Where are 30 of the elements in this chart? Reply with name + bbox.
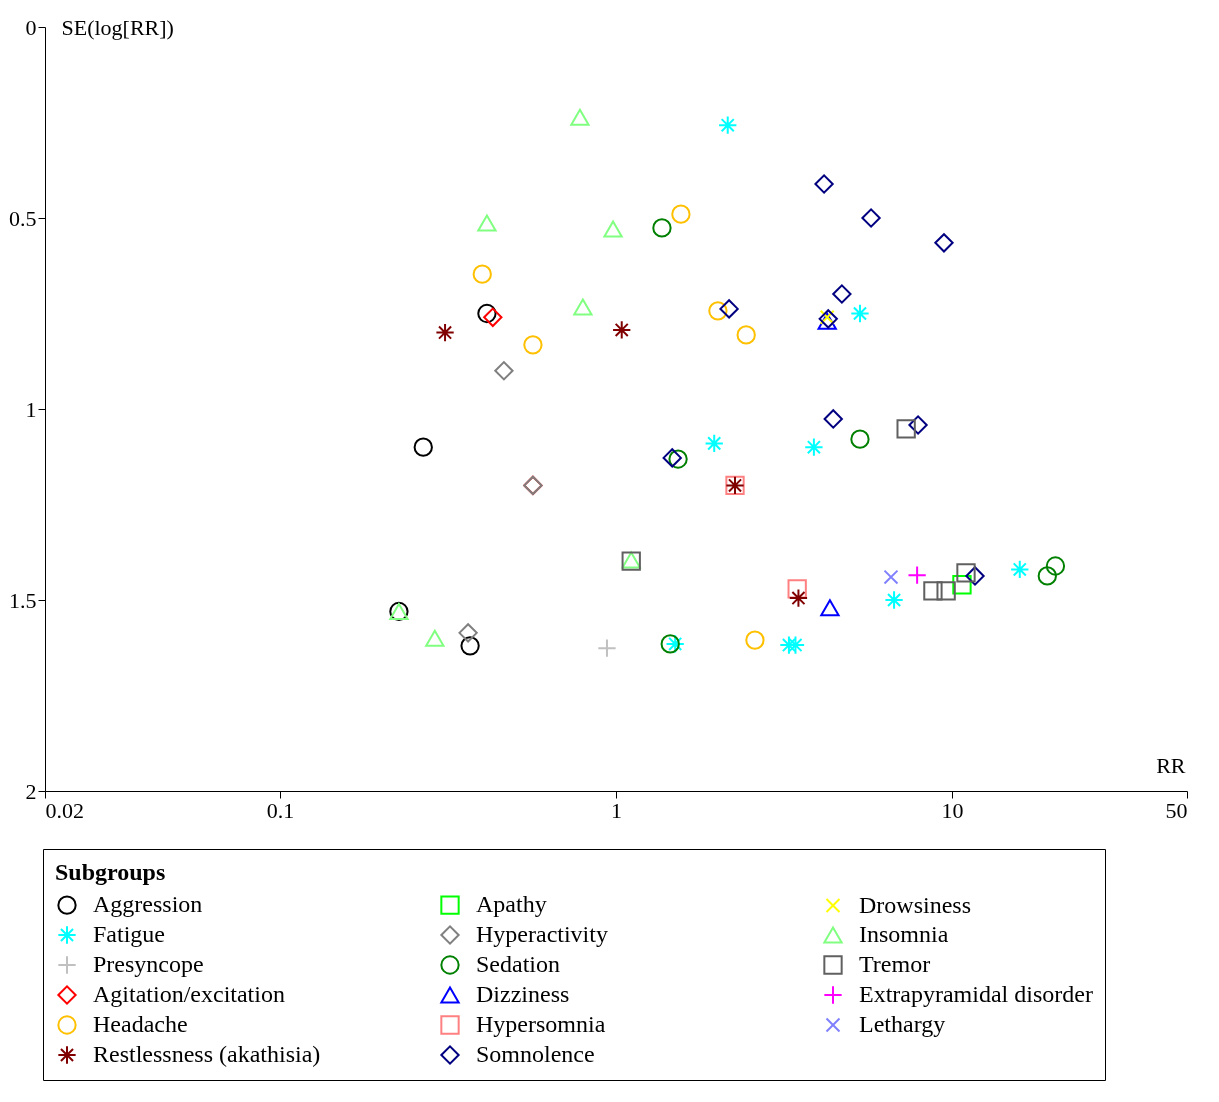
legend-label: Agitation/excitation [93,981,285,1007]
legend-label: Aggression [93,891,203,918]
legend-label: Tremor [859,951,931,977]
y-axis-title: SE(log[RR]) [61,14,174,40]
legend-label: Headache [93,1011,188,1037]
legend-label: Extrapyramidal disorder [859,981,1093,1007]
legend-label: Sedation [476,951,560,977]
legend-label: Drowsiness [859,891,971,918]
y-tick-label: 0.5 [9,205,37,231]
legend-label: Dizziness [476,981,570,1007]
legend-label: Restlessness (akathisia) [93,1041,321,1067]
legend-label: Lethargy [859,1011,946,1037]
legend-title: Subgroups [55,859,166,885]
legend-label: Hyperactivity [476,921,608,947]
x-tick-label: 10 [941,797,964,823]
x-axis-title: RR [1156,752,1186,778]
x-tick-label: 1 [611,797,622,823]
x-tick-label: 0.1 [266,797,295,823]
x-tick-label: 50 [1165,797,1188,823]
legend-label: Insomnia [859,921,949,947]
legend-label: Fatigue [93,921,165,947]
legend-label: Apathy [476,891,547,918]
y-tick-label: 1 [25,396,37,422]
y-tick-label: 0 [25,14,37,40]
legend-label: Presyncope [93,951,204,977]
x-tick-label: 0.02 [45,797,84,823]
y-tick-label: 1.5 [9,587,37,613]
legend-label: Somnolence [476,1041,595,1067]
y-tick-label: 2 [25,778,37,804]
legend-label: Hypersomnia [476,1011,606,1037]
